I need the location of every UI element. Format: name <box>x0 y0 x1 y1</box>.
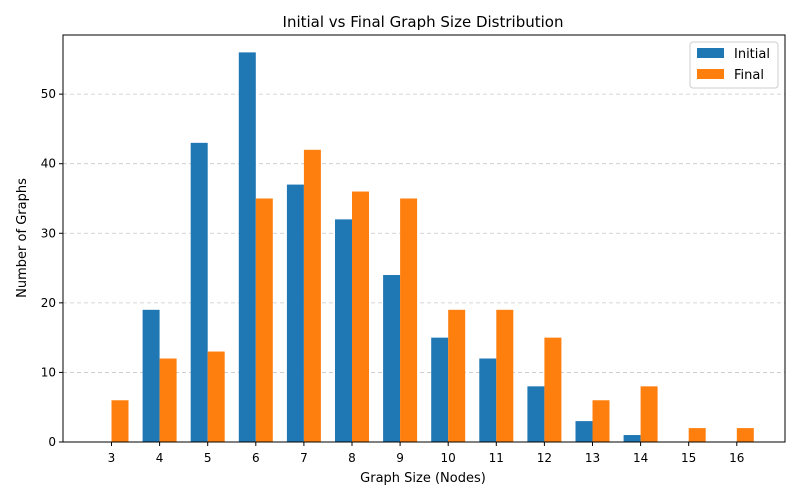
x-tick-label: 16 <box>729 451 744 465</box>
x-tick-label: 11 <box>489 451 504 465</box>
bar-final-13 <box>592 400 610 442</box>
bars <box>111 52 754 443</box>
bar-initial-4 <box>142 309 160 442</box>
x-tick-label: 10 <box>441 451 456 465</box>
bar-final-10 <box>448 309 466 442</box>
bar-final-7 <box>303 149 321 443</box>
bar-final-8 <box>352 191 369 442</box>
x-axis-label: Graph Size (Nodes) <box>360 471 486 486</box>
legend-swatch-initial <box>697 48 724 58</box>
y-tick-label: 30 <box>41 226 56 240</box>
x-tick-label: 12 <box>537 451 552 465</box>
x-tick-label: 4 <box>156 451 164 465</box>
bar-final-3 <box>111 400 129 442</box>
x-tick-label: 13 <box>585 451 600 465</box>
plot-frame <box>62 34 786 443</box>
bar-final-5 <box>207 351 225 442</box>
x-tick-label: 5 <box>204 451 212 465</box>
bar-initial-13 <box>575 421 593 442</box>
bar-final-4 <box>159 358 177 442</box>
bar-initial-10 <box>431 337 449 442</box>
x-tick-label: 15 <box>681 451 696 465</box>
x-tick-label: 6 <box>252 451 260 465</box>
x-tick-label: 3 <box>108 451 116 465</box>
bar-initial-5 <box>190 142 208 443</box>
bar-final-16 <box>736 428 754 442</box>
x-tick-label: 8 <box>348 451 356 465</box>
bar-initial-12 <box>527 386 545 442</box>
y-tick-label: 10 <box>41 365 56 379</box>
x-tick-label: 14 <box>633 451 648 465</box>
bar-initial-11 <box>479 358 497 442</box>
bar-final-12 <box>544 337 562 442</box>
x-tick-label: 9 <box>396 451 404 465</box>
bar-initial-6 <box>238 52 256 443</box>
bar-final-11 <box>496 309 514 442</box>
legend-label-initial: Initial <box>734 47 770 62</box>
bar-final-15 <box>688 428 706 442</box>
bar-final-9 <box>400 198 418 442</box>
bar-final-6 <box>255 198 273 442</box>
grid-lines <box>63 93 785 373</box>
bar-initial-7 <box>286 184 304 443</box>
legend-swatch-final <box>697 69 724 79</box>
y-tick-label: 50 <box>41 87 56 101</box>
y-axis-label: Number of Graphs <box>15 178 30 298</box>
y-tick-label: 0 <box>48 435 56 449</box>
legend-label-final: Final <box>734 68 764 83</box>
x-axis-ticks: 3 4 5 6 7 8 9 10 11 12 13 14 15 16 <box>108 442 744 465</box>
y-tick-label: 20 <box>41 296 56 310</box>
y-tick-label: 40 <box>41 157 56 171</box>
bar-initial-14 <box>623 435 641 442</box>
bar-initial-8 <box>335 219 352 442</box>
bar-final-14 <box>640 386 658 442</box>
x-tick-label: 7 <box>300 451 308 465</box>
bar-initial-9 <box>383 275 401 442</box>
y-axis-ticks: 0 10 20 30 40 50 <box>41 87 63 449</box>
chart-title: Initial vs Final Graph Size Distribution <box>283 13 564 31</box>
legend: Initial Final <box>689 41 779 89</box>
